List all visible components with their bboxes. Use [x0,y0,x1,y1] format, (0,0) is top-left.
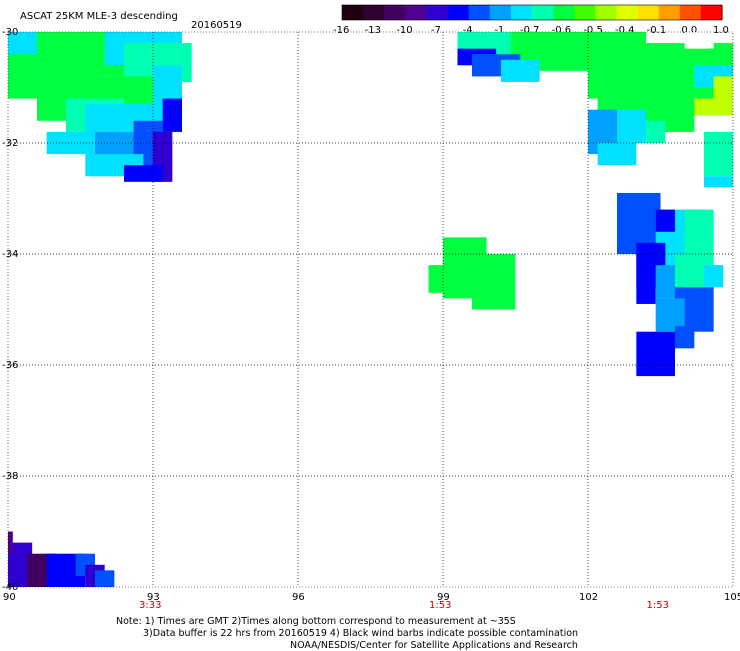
wind-cell [704,176,733,188]
longitude-label: 105 [724,592,740,603]
longitude-label: 96 [292,592,305,603]
colorbar-label: -0.6 [551,25,572,36]
colorbar-label: -1 [494,25,505,36]
colorbar-swatch [468,5,491,20]
wind-cell [704,131,733,177]
colorbar-swatch [679,5,702,20]
colorbar-label: -0.1 [646,25,667,36]
colorbar-swatch [510,5,533,20]
wind-cell [704,265,724,288]
wind-cell [162,98,182,132]
note-line-1: Note: 1) Times are GMT 2)Times along bot… [116,616,516,627]
latitude-label: -38 [2,471,19,482]
wind-cell [646,120,666,143]
colorbar-swatch [658,5,681,20]
wind-cell [694,98,733,116]
colorbar-swatch [447,5,470,20]
wind-cell [636,254,656,304]
map-title: ASCAT 25KM MLE-3 descending [20,11,178,22]
colorbar-swatch [342,5,364,20]
colorbar-swatch [637,5,660,20]
wind-cell [597,143,637,166]
note-line-3: NOAA/NESDIS/Center for Satellite Applica… [290,640,578,651]
colorbar-label: -0.7 [520,25,540,36]
wind-cell [428,265,472,293]
longitude-label: 93 [147,592,160,603]
latitude-label: -32 [2,138,19,149]
wind-cell [501,59,540,82]
wind-cell [617,109,646,143]
colorbar-swatch [595,5,618,20]
latitude-label: -30 [2,27,19,38]
colorbar-swatch [405,5,428,20]
time-label: 1:53 [646,600,669,611]
colorbar-swatch [426,5,449,20]
colorbar-label: -0.5 [583,25,603,36]
time-label: 3:33 [139,600,162,611]
note-line-2: 3)Data buffer is 22 hrs from 20160519 4)… [143,628,579,639]
wind-cell [684,32,714,49]
colorbar-swatch [384,5,406,20]
colorbar-swatch [574,5,596,20]
longitude-label: 90 [3,592,16,603]
wind-cell [675,326,695,349]
wind-cell [8,32,37,55]
wind-cell [8,531,13,554]
colorbar-swatch [616,5,639,20]
colorbar-swatch [363,5,385,20]
wind-cell [675,254,704,288]
colorbar-label: -4 [462,25,473,36]
colorbar-label: -13 [364,25,381,36]
wind-cell [472,254,516,310]
colorbar-label: 0.0 [681,25,698,36]
map-frame [7,31,734,588]
colorbar [341,4,723,21]
wind-cell [124,165,163,182]
colorbar-swatch [553,5,575,20]
colorbar-label: -10 [396,25,413,36]
time-label: 1:53 [429,600,452,611]
colorbar-label: -16 [333,25,350,36]
map-date: 20160519 [191,20,242,31]
latitude-label: -36 [2,360,19,371]
longitude-label: 99 [437,592,450,603]
colorbar-swatch [700,5,723,20]
colorbar-label: -7 [431,25,441,36]
wind-cell [655,209,675,232]
colorbar-label: 1.0 [713,25,729,36]
latitude-label: -40 [2,582,19,593]
colorbar-swatch [532,5,554,20]
colorbar-swatch [489,5,512,20]
longitude-label: 102 [579,592,599,603]
wind-cell [636,331,675,377]
wind-cell [95,570,115,587]
colorbar-label: -0.4 [615,25,635,36]
latitude-label: -34 [2,249,19,260]
